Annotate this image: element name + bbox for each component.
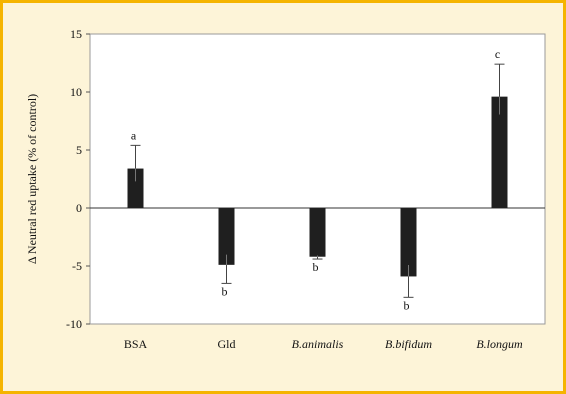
y-tick-label: -5 xyxy=(72,259,82,273)
bar xyxy=(309,208,326,257)
x-category-label: B.animalis xyxy=(292,337,344,351)
x-category-label: Gld xyxy=(218,337,236,351)
significance-label: c xyxy=(495,47,500,61)
bar xyxy=(491,96,508,208)
x-category-label: B.bifidum xyxy=(385,337,432,351)
x-category-label: B.longum xyxy=(476,337,523,351)
bar xyxy=(127,168,144,208)
bar xyxy=(218,208,235,265)
y-tick-label: 15 xyxy=(70,27,82,41)
y-tick-label: 0 xyxy=(76,201,82,215)
significance-label: a xyxy=(131,128,137,142)
significance-label: b xyxy=(404,298,410,312)
y-axis-label: Δ Neutral red uptake (% of control) xyxy=(25,94,39,264)
y-tick-label: -10 xyxy=(66,317,82,331)
significance-label: b xyxy=(313,260,319,274)
bar xyxy=(400,208,417,277)
x-category-label: BSA xyxy=(124,337,148,351)
plot-background xyxy=(89,33,546,325)
y-tick-label: 5 xyxy=(76,143,82,157)
significance-label: b xyxy=(222,284,228,298)
y-tick-label: 10 xyxy=(70,85,82,99)
